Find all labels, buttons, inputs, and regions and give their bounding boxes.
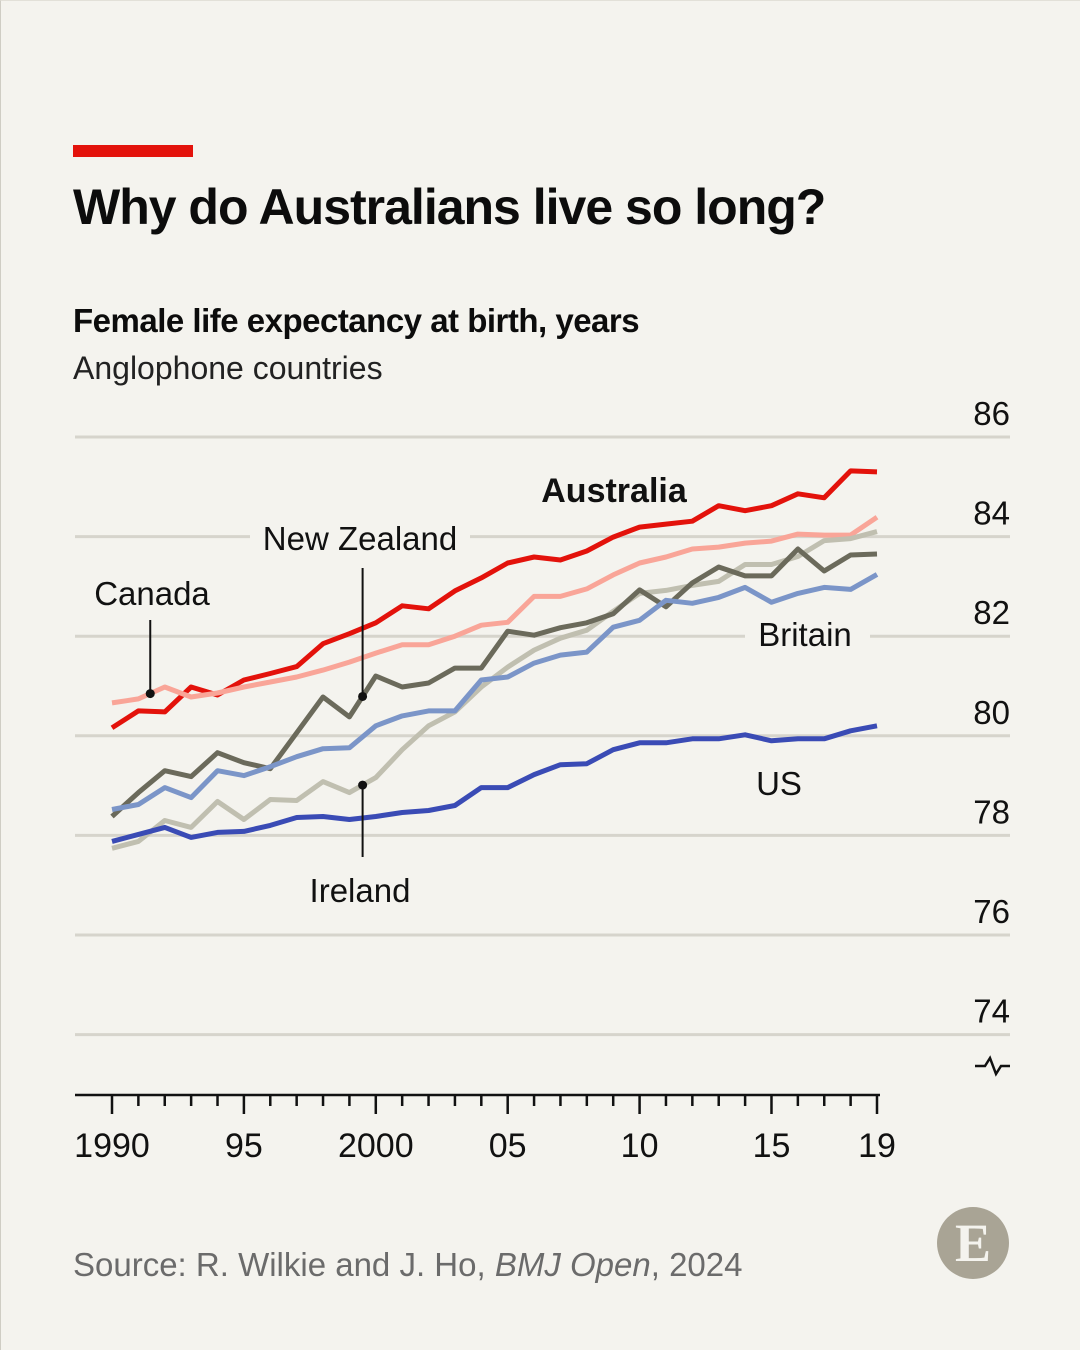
economist-logo: E	[937, 1207, 1009, 1279]
y-tick-label: 84	[973, 495, 1010, 532]
accent-bar	[73, 145, 193, 157]
series-label-britain: Britain	[758, 616, 852, 653]
series-label-australia: Australia	[541, 472, 688, 510]
x-tick-label: 05	[489, 1127, 527, 1165]
source-note: Source: R. Wilkie and J. Ho, BMJ Open, 2…	[73, 1246, 742, 1284]
axis-break-icon	[975, 1055, 1010, 1077]
series-line-new-zealand	[110, 546, 878, 819]
leader-dot	[145, 689, 155, 699]
x-tick-label: 19	[858, 1127, 896, 1165]
x-tick-label: 10	[621, 1127, 659, 1165]
chart-title: Why do Australians live so long?	[73, 179, 826, 235]
source-suffix: , 2024	[650, 1246, 743, 1283]
y-tick-label: 80	[973, 694, 1010, 731]
series-line-britain	[111, 572, 879, 812]
source-journal: BMJ Open	[494, 1246, 651, 1283]
source-prefix: Source: R. Wilkie and J. Ho,	[73, 1246, 495, 1283]
series-label-us: US	[756, 765, 802, 802]
series-label-ireland: Ireland	[310, 872, 411, 909]
y-tick-label: 78	[973, 793, 1010, 830]
x-tick-label: 15	[753, 1127, 791, 1165]
label-gap	[250, 525, 470, 550]
y-tick-label: 76	[973, 893, 1010, 930]
x-tick-label: 2000	[338, 1127, 414, 1165]
series-line-us	[111, 723, 878, 844]
label-gap	[745, 622, 870, 647]
chart-subtitle: Female life expectancy at birth, years	[73, 302, 640, 339]
series-label-canada: Canada	[94, 575, 210, 612]
y-tick-label: 82	[973, 594, 1010, 631]
x-tick-label: 1990	[74, 1127, 150, 1165]
leader-dot	[358, 780, 368, 790]
series-label-new-zealand: New Zealand	[263, 520, 457, 557]
series-line-canada	[111, 515, 879, 706]
x-tick-label: 95	[225, 1127, 263, 1165]
chart-description: Anglophone countries	[73, 350, 383, 386]
leader-dot	[358, 691, 368, 701]
y-tick-label: 74	[973, 993, 1010, 1030]
series-line-australia	[110, 468, 878, 730]
y-tick-label: 86	[973, 395, 1010, 432]
